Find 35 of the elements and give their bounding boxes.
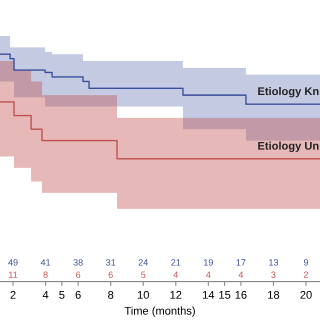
annotation: 19 xyxy=(204,259,213,266)
x-tick-label: 4 xyxy=(42,291,48,299)
annotation: 11 xyxy=(9,272,18,278)
x-tick-label: 18 xyxy=(268,290,280,299)
annotation: 24 xyxy=(138,259,148,266)
x-tick-label: 8 xyxy=(108,290,114,299)
x-tick-label: 6 xyxy=(76,290,81,299)
annotation: 9 xyxy=(304,259,308,266)
annotation: 31 xyxy=(106,259,116,266)
annotation: 41 xyxy=(40,259,50,266)
annotation: 6 xyxy=(108,271,113,278)
x-tick-label: 5 xyxy=(59,291,64,299)
annotation: 49 xyxy=(8,259,18,266)
annotation: 6 xyxy=(76,271,80,278)
annotation: 8 xyxy=(43,271,48,278)
x-tick-label: 15 xyxy=(219,291,230,299)
annotation: 4 xyxy=(238,272,244,278)
x-tick-label: 16 xyxy=(236,290,247,299)
annotation: 3 xyxy=(271,271,276,278)
annotation: 2 xyxy=(304,271,308,278)
x-tick-label: 14 xyxy=(203,291,214,299)
annotation: 13 xyxy=(269,259,278,266)
annotation: 21 xyxy=(171,259,180,266)
annotation: 38 xyxy=(73,259,83,266)
x-tick-label: 2 xyxy=(10,290,16,299)
x-axis-title: Time (months) xyxy=(124,306,195,317)
series-label: Etiology Un xyxy=(258,142,318,152)
x-tick-label: 20 xyxy=(300,290,312,299)
x-tick-label: 12 xyxy=(170,290,182,299)
annotation: 5 xyxy=(141,272,146,278)
series-label: Etiology Kn xyxy=(258,86,318,98)
annotation: 4 xyxy=(206,272,211,278)
x-tick-label: 10 xyxy=(138,290,149,299)
annotation: 17 xyxy=(236,259,246,266)
annotation: 4 xyxy=(173,272,178,278)
